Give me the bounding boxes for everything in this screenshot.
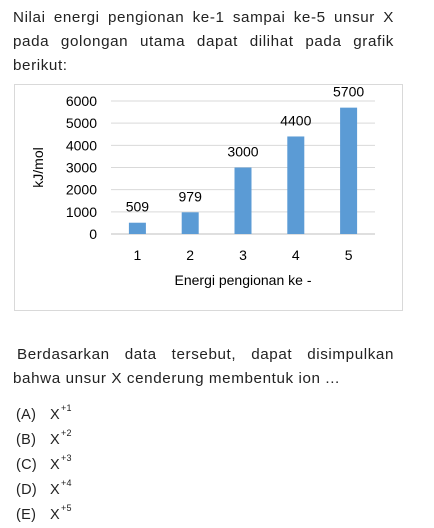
data-label: 4400: [280, 112, 311, 128]
x-tick-label: 4: [292, 247, 300, 263]
option-ion: X+5: [50, 503, 72, 523]
y-tick-label: 2000: [66, 182, 97, 198]
intro-line-1: Nilai energi pengionan ke-1 sampai ke-5 …: [13, 9, 394, 26]
data-label: 979: [179, 188, 203, 204]
question-body: Berdasarkan data tersebut, dapat disimpu…: [13, 343, 394, 391]
bar: [287, 136, 305, 234]
y-tick-label: 6000: [66, 93, 97, 109]
data-label: 3000: [227, 144, 258, 160]
y-tick-label: 0: [89, 226, 97, 242]
option-ion: X+3: [50, 453, 72, 473]
body-line-1: Berdasarkan data tersebut, dapat disimpu…: [17, 346, 394, 363]
data-label: 5700: [333, 85, 364, 100]
bar: [181, 212, 199, 234]
chart-canvas: 0100020003000400050006000509197923000344…: [30, 85, 375, 288]
x-tick-label: 5: [345, 247, 353, 263]
x-tick-label: 3: [239, 247, 247, 263]
x-tick-label: 2: [186, 247, 194, 263]
option-label: (B): [16, 432, 37, 448]
bar: [234, 167, 252, 234]
intro-line-3: berikut:: [13, 57, 68, 74]
option-label: (C): [16, 457, 38, 473]
option-d[interactable]: (D) X+4: [16, 471, 72, 498]
option-ion: X+2: [50, 428, 72, 448]
ionization-energy-chart: 0 1000 2000 3000 4000 5000 6000 509 1 979 2 3000 3 44…: [14, 84, 403, 311]
option-label: (A): [16, 407, 37, 423]
y-tick-label: 4000: [66, 137, 97, 153]
option-c[interactable]: (C) X+3: [16, 446, 72, 473]
option-label: (E): [16, 507, 37, 523]
question-intro: Nilai energi pengionan ke-1 sampai ke-5 …: [13, 6, 394, 78]
x-axis-title: Energi pengionan ke -: [175, 272, 312, 288]
data-label: 509: [126, 199, 150, 215]
y-tick-label: 1000: [66, 204, 97, 220]
answer-options: (A) X+1 (B) X+2 (C) X+3 (D) X+4 (E) X+5: [16, 396, 72, 523]
option-b[interactable]: (B) X+2: [16, 421, 72, 448]
y-axis-title: kJ/mol: [30, 147, 46, 187]
y-tick-label: 3000: [66, 160, 97, 176]
option-label: (D): [16, 482, 38, 498]
option-ion: X+1: [50, 403, 72, 423]
option-ion: X+4: [50, 478, 72, 498]
intro-line-2: pada golongan utama dapat dilihat pada g…: [13, 33, 394, 50]
option-a[interactable]: (A) X+1: [16, 396, 72, 423]
bar: [340, 107, 358, 234]
y-tick-label: 5000: [66, 115, 97, 131]
bar: [128, 222, 146, 234]
x-tick-label: 1: [134, 247, 142, 263]
body-line-2: bahwa unsur X cenderung membentuk ion ..…: [13, 370, 340, 387]
option-e[interactable]: (E) X+5: [16, 496, 72, 523]
